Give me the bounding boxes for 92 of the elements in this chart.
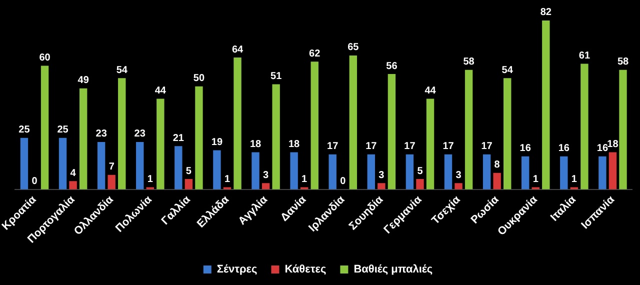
bar [542,20,550,190]
legend-label: Κάθετες [284,264,326,276]
data-label: 3 [456,170,462,181]
data-label: 5 [186,166,192,177]
bar [195,86,203,190]
data-label: 61 [578,50,590,62]
data-label: 44 [424,85,436,96]
bar [234,58,242,190]
bar [378,183,386,190]
data-label: 1 [532,174,539,186]
data-label: 49 [78,75,90,86]
data-label: 16 [558,143,570,154]
data-label: 19 [211,136,223,148]
bar [504,78,512,190]
data-label: 23 [96,128,108,140]
bar [108,174,116,190]
legend-label: Βαθιές μπαλιές [354,264,433,276]
bar [406,154,414,190]
bar [290,152,298,190]
data-label: 1 [302,174,308,186]
data-label: 25 [18,124,30,136]
data-label: 23 [134,128,146,140]
bar [213,150,221,190]
data-label: 17 [481,141,493,152]
bar [272,84,280,190]
bar [493,172,501,190]
bar [184,179,193,190]
data-label: 21 [172,132,184,144]
data-label: 25 [57,124,69,136]
data-label: 16 [596,143,608,154]
data-label: 3 [378,170,385,181]
bar [262,183,270,190]
bar [118,78,126,190]
data-label: 0 [32,176,38,188]
bar [20,138,28,190]
bar [252,152,260,190]
data-label: 62 [309,48,321,60]
data-label: 18 [607,139,619,150]
bar [454,183,462,190]
bar [40,66,49,190]
data-label: 44 [154,85,166,96]
bar [521,156,530,190]
data-label: 16 [520,143,532,154]
bar [560,156,568,190]
bar [444,154,452,190]
bar [79,88,88,190]
bar [598,156,606,190]
bar [174,146,182,190]
bar [619,70,627,190]
data-label: 60 [39,52,51,64]
data-label: 58 [617,56,630,68]
data-label: 17 [327,141,339,152]
bar [58,138,67,190]
bar [608,152,617,190]
bar [97,142,106,190]
data-label: 1 [147,174,154,186]
data-label: 56 [386,60,398,72]
data-label: 64 [232,44,244,56]
data-label: 1 [571,174,578,186]
bar [136,142,144,190]
data-label: 65 [348,42,360,54]
bar [426,98,434,190]
data-label: 54 [116,64,128,76]
bar [464,70,473,190]
data-label: 4 [70,168,76,179]
legend-label: Σέντρες [216,264,258,276]
data-label: 3 [263,170,270,181]
data-label: 17 [442,141,454,152]
bar [580,64,588,190]
data-label: 0 [340,176,346,188]
bar [156,98,164,190]
bar [328,154,336,190]
data-label: 82 [540,7,552,18]
data-label: 1 [224,174,230,186]
data-label: 58 [463,56,475,68]
data-label: 18 [288,139,300,150]
bar [310,62,318,190]
data-label: 17 [366,141,378,152]
bar [416,179,424,190]
data-label: 50 [193,73,205,84]
data-label: 8 [494,160,500,171]
bar [388,74,396,190]
bar [69,181,77,190]
bar [367,154,376,190]
data-label: 7 [108,162,115,173]
data-label: 18 [250,139,262,150]
data-label: 17 [404,141,416,152]
bar [482,154,491,190]
data-label: 51 [270,71,282,82]
bar [349,55,358,190]
data-label: 54 [502,64,514,76]
data-label: 5 [417,166,424,177]
